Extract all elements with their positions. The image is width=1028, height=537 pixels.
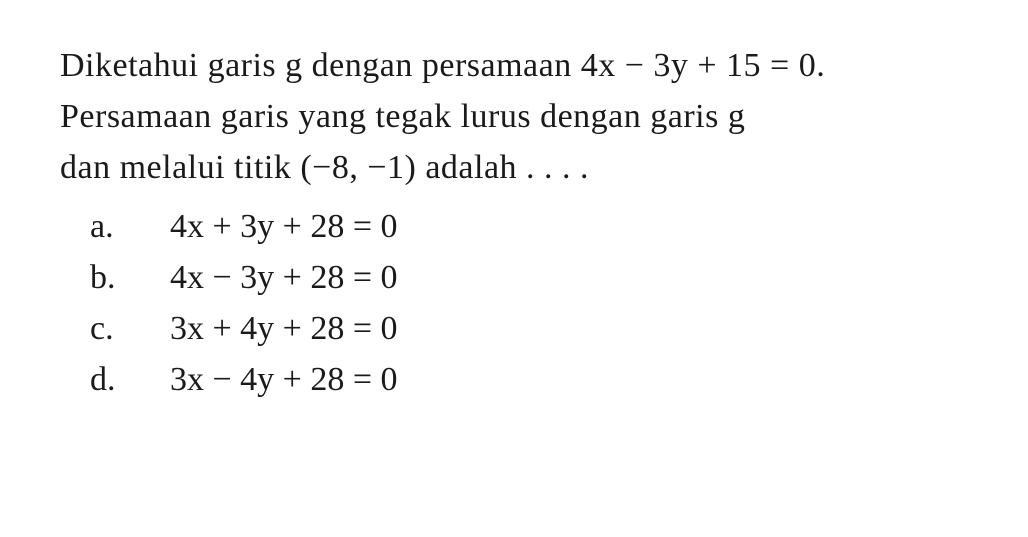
option-b: b. 4x − 3y + 28 = 0 — [90, 252, 968, 303]
option-text: 4x − 3y + 28 = 0 — [170, 252, 968, 303]
option-a: a. 4x + 3y + 28 = 0 — [90, 201, 968, 252]
question-text: Diketahui garis g dengan persamaan 4x − … — [60, 40, 968, 193]
question-line-1: Diketahui garis g dengan persamaan 4x − … — [60, 47, 825, 84]
option-text: 3x + 4y + 28 = 0 — [170, 303, 968, 354]
option-letter: d. — [90, 354, 170, 405]
option-d: d. 3x − 4y + 28 = 0 — [90, 354, 968, 405]
option-text: 3x − 4y + 28 = 0 — [170, 354, 968, 405]
math-question-container: Diketahui garis g dengan persamaan 4x − … — [60, 40, 968, 405]
option-letter: c. — [90, 303, 170, 354]
question-line-2: Persamaan garis yang tegak lurus dengan … — [60, 98, 745, 135]
option-c: c. 3x + 4y + 28 = 0 — [90, 303, 968, 354]
options-list: a. 4x + 3y + 28 = 0 b. 4x − 3y + 28 = 0 … — [60, 201, 968, 405]
option-letter: a. — [90, 201, 170, 252]
question-line-3: dan melalui titik (−8, −1) adalah . . . … — [60, 149, 589, 186]
option-letter: b. — [90, 252, 170, 303]
option-text: 4x + 3y + 28 = 0 — [170, 201, 968, 252]
